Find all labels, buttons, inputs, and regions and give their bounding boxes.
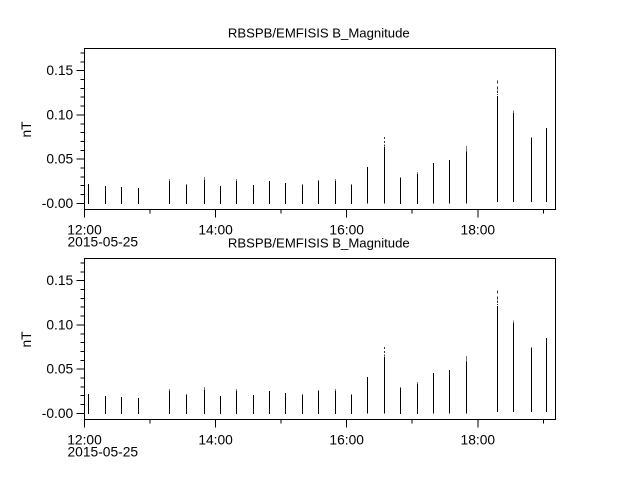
svg-text:-0.00: -0.00 (42, 406, 74, 421)
svg-text:16:00: 16:00 (329, 223, 364, 238)
svg-text:0.05: 0.05 (46, 362, 73, 377)
svg-text:16:00: 16:00 (329, 433, 364, 448)
svg-text:18:00: 18:00 (461, 433, 496, 448)
svg-text:-0.00: -0.00 (42, 196, 74, 211)
svg-text:14:00: 14:00 (198, 223, 233, 238)
svg-text:0.10: 0.10 (46, 108, 73, 123)
svg-text:12:00: 12:00 (67, 223, 102, 238)
svg-text:0.10: 0.10 (46, 318, 73, 333)
svg-text:RBSPB/EMFISIS B_Magnitude: RBSPB/EMFISIS B_Magnitude (228, 236, 410, 251)
svg-text:18:00: 18:00 (461, 223, 496, 238)
svg-text:0.15: 0.15 (46, 273, 73, 288)
svg-text:RBSPB/EMFISIS B_Magnitude: RBSPB/EMFISIS B_Magnitude (228, 26, 410, 41)
svg-text:0.15: 0.15 (46, 63, 73, 78)
svg-text:12:00: 12:00 (67, 433, 102, 448)
svg-text:nT: nT (19, 121, 34, 138)
svg-text:2015-05-25: 2015-05-25 (68, 234, 139, 249)
svg-text:0.05: 0.05 (46, 152, 73, 167)
svg-text:nT: nT (19, 331, 34, 348)
svg-text:2015-05-25: 2015-05-25 (68, 444, 139, 459)
svg-text:14:00: 14:00 (198, 433, 233, 448)
